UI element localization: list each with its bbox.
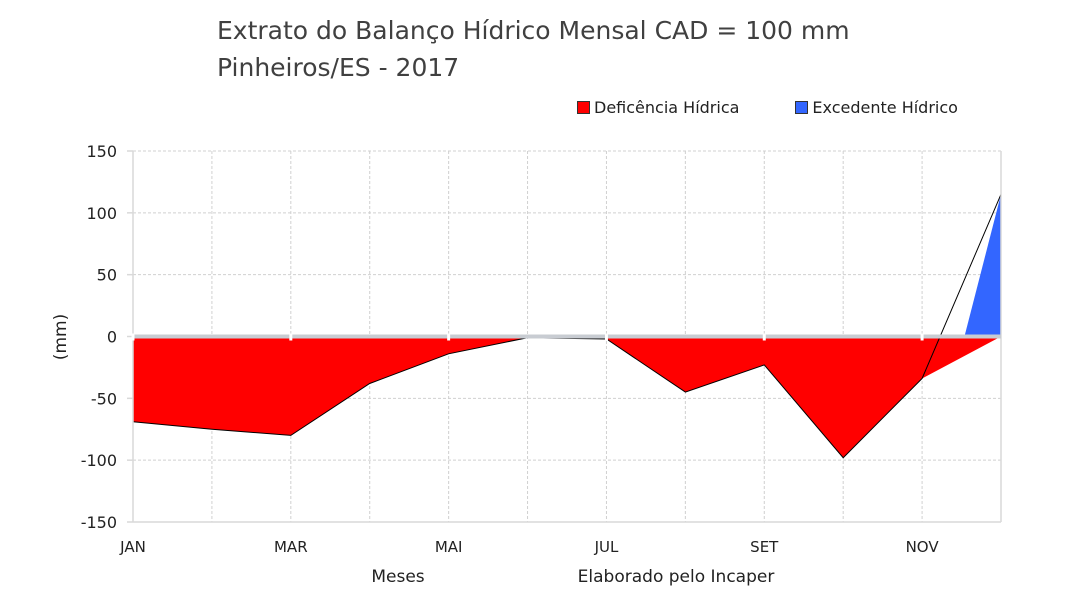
y-axis-title: (mm) [51,314,71,360]
legend-item-deficiencia: Deficência Hídrica [577,98,739,117]
x-tick-label: JUL [594,538,619,556]
x-tick-label: MAI [435,538,463,556]
series-areas [132,194,1002,459]
area-deficiencia [133,336,1001,458]
y-tick-label: -50 [91,389,117,408]
y-tick-label: 50 [97,266,117,285]
area-excedente [964,194,1001,337]
y-tick-label: -150 [81,513,117,532]
y-tick-label: 100 [86,204,117,223]
x-axis-title: Meses [371,567,424,587]
y-tick-label: -100 [81,451,117,470]
y-tick-label: 0 [107,328,117,347]
legend-label-excedente: Excedente Hídrico [812,98,958,117]
x-tick-label: JAN [119,538,146,556]
legend-item-excedente: Excedente Hídrico [795,98,958,117]
credit-label: Elaborado pelo Incaper [578,567,775,587]
legend-label-deficiencia: Deficência Hídrica [594,98,740,117]
axes [127,150,1002,523]
legend: Deficência Hídrica Excedente Hídrico [577,98,958,117]
legend-swatch-excedente [795,101,809,114]
legend-swatch-deficiencia [577,101,590,114]
chart-title-line2: Pinheiros/ES - 2017 [217,53,460,82]
x-tick-label: SET [750,538,779,556]
chart-title-line1: Extrato do Balanço Hídrico Mensal CAD = … [217,16,850,45]
y-tick-label: 150 [86,142,117,161]
x-tick-label: NOV [906,538,940,556]
x-tick-label: MAR [274,538,308,556]
